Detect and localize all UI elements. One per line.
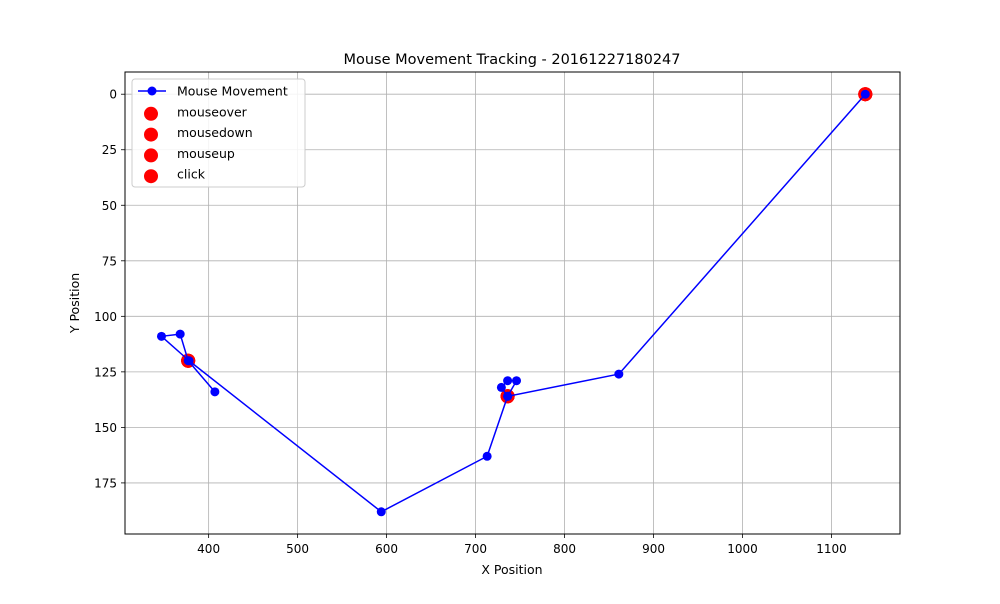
x-axis-ticks: 400 500 600 700 800 900 1000 1100 bbox=[197, 534, 847, 556]
legend-entry: click bbox=[144, 167, 206, 184]
legend-label: mouseover bbox=[177, 104, 248, 119]
y-tick-label: 150 bbox=[94, 421, 117, 435]
x-axis-label: X Position bbox=[481, 562, 542, 577]
x-tick-label: 800 bbox=[553, 542, 576, 556]
mouse-movement-point bbox=[175, 329, 185, 339]
y-tick-label: 175 bbox=[94, 476, 117, 490]
mouse-movement-point bbox=[210, 387, 220, 397]
y-tick-label: 0 bbox=[109, 88, 117, 102]
legend: Mouse Movement mouseover mousedown mouseup c… bbox=[131, 78, 306, 188]
legend-label: Mouse Movement bbox=[177, 84, 288, 99]
legend-label: click bbox=[177, 167, 206, 182]
legend-marker-swatch bbox=[144, 148, 158, 163]
y-axis-ticks: 0 25 50 75 100 125 150 175 bbox=[94, 88, 125, 490]
mouse-movement-point bbox=[512, 376, 522, 386]
mouse-movement-point bbox=[860, 89, 870, 99]
legend-entry: Mouse Movement bbox=[138, 84, 288, 99]
legend-label: mouseup bbox=[177, 146, 235, 161]
x-tick-label: 400 bbox=[197, 542, 220, 556]
x-tick-label: 900 bbox=[642, 542, 665, 556]
mouse-movement-point bbox=[496, 382, 506, 392]
y-tick-label: 75 bbox=[102, 254, 117, 268]
mouse-movement-point bbox=[482, 451, 492, 461]
legend-marker-swatch bbox=[144, 127, 158, 142]
x-tick-label: 500 bbox=[286, 542, 309, 556]
legend-marker-swatch bbox=[144, 169, 158, 184]
x-tick-label: 600 bbox=[375, 542, 398, 556]
mouse-movement-point bbox=[156, 331, 166, 341]
y-tick-label: 50 bbox=[102, 199, 117, 213]
legend-marker-swatch bbox=[144, 106, 158, 121]
y-tick-label: 25 bbox=[102, 143, 117, 157]
legend-entry: mousedown bbox=[144, 125, 253, 142]
mouse-movement-point bbox=[503, 391, 513, 401]
mouse-movement-point bbox=[183, 356, 193, 366]
y-tick-label: 125 bbox=[94, 365, 117, 379]
legend-box bbox=[131, 78, 306, 188]
legend-label: mousedown bbox=[177, 125, 253, 140]
legend-marker-swatch bbox=[147, 86, 157, 96]
legend-entry: mouseover bbox=[144, 104, 248, 121]
chart-title: Mouse Movement Tracking - 20161227180247 bbox=[343, 52, 680, 68]
mouse-movement-point bbox=[503, 376, 513, 386]
mouse-movement-point bbox=[614, 369, 624, 379]
plot-area-frame bbox=[124, 71, 901, 535]
x-tick-label: 1000 bbox=[727, 542, 758, 556]
y-axis-label: Y Position bbox=[67, 273, 82, 334]
x-tick-label: 1100 bbox=[816, 542, 847, 556]
mouse-movement-point bbox=[376, 507, 386, 517]
y-tick-label: 100 bbox=[94, 310, 117, 324]
legend-entry: mouseup bbox=[144, 146, 235, 163]
x-tick-label: 700 bbox=[464, 542, 487, 556]
plot-data bbox=[156, 87, 873, 517]
